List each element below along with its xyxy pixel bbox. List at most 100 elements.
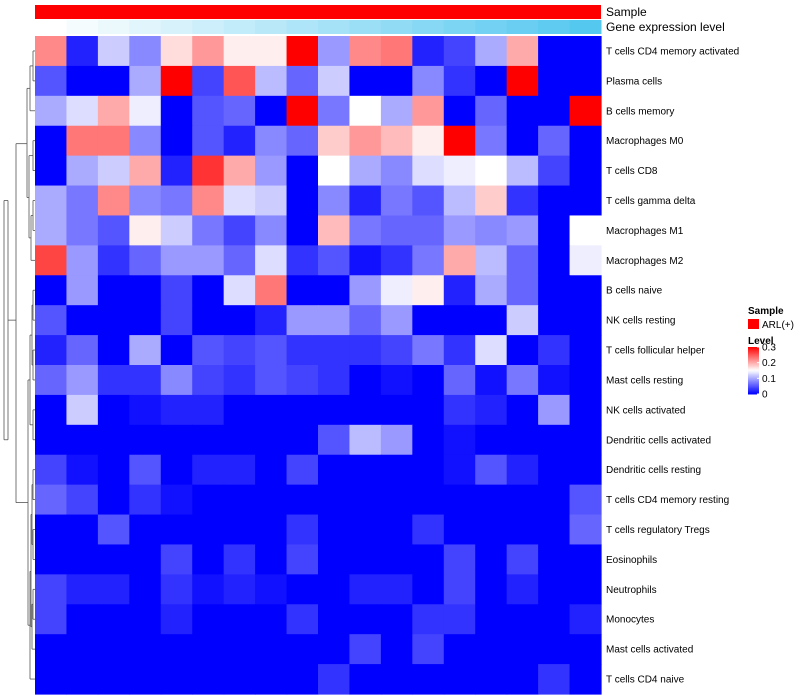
- heatmap-cell: [380, 574, 413, 605]
- heatmap-cell: [538, 604, 571, 635]
- row-label: Mast cells resting: [606, 375, 683, 386]
- gene-expression-annotation-bar: [35, 20, 602, 34]
- heatmap-cell: [97, 484, 130, 516]
- legend: Sample ARL(+) Level 0.3 0.2 0.1 0: [748, 306, 794, 401]
- heatmap-cell: [66, 245, 99, 276]
- heatmap-cell: [569, 454, 602, 486]
- heatmap-cell: [66, 185, 99, 217]
- heatmap-cell: [412, 36, 445, 67]
- heatmap-cell: [349, 574, 382, 605]
- heatmap-cell: [66, 514, 99, 546]
- legend-gradient-step: [748, 351, 759, 354]
- heatmap-cell: [318, 125, 351, 157]
- heatmap-cell: [506, 125, 539, 157]
- heatmap-cell: [412, 65, 445, 97]
- legend-gradient-step: [748, 371, 759, 374]
- legend-gradient-step: [748, 362, 759, 364]
- heatmap-cell: [97, 305, 130, 336]
- heatmap-cell: [318, 245, 351, 276]
- heatmap-cell: [538, 634, 571, 665]
- heatmap-cell: [380, 95, 413, 127]
- heatmap-cell: [129, 424, 162, 456]
- heatmap-cell: [443, 305, 476, 336]
- heatmap-cell: [286, 484, 319, 516]
- heatmap-cell: [569, 604, 602, 635]
- legend-sample-title: Sample: [748, 306, 784, 317]
- heatmap-cell: [412, 275, 445, 306]
- legend-gradient-step: [748, 358, 759, 361]
- heatmap-cell: [318, 335, 351, 366]
- legend-gradient-step: [748, 382, 759, 384]
- heatmap-cell: [475, 305, 508, 336]
- gene-expression-annotation-cell: [538, 20, 571, 34]
- heatmap-cell: [35, 36, 68, 67]
- heatmap-cell: [160, 335, 193, 366]
- heatmap-cell: [223, 454, 256, 486]
- heatmap-cell: [569, 65, 602, 97]
- row-labels: T cells CD4 memory activated Plasma cells…: [606, 46, 739, 685]
- legend-gradient-step: [748, 390, 759, 393]
- heatmap-cell: [475, 574, 508, 605]
- heatmap-cell: [349, 185, 382, 217]
- heatmap-cell: [129, 394, 162, 426]
- heatmap-cell: [475, 335, 508, 366]
- heatmap-cell: [318, 664, 351, 695]
- heatmap-cell: [35, 185, 68, 217]
- legend-gradient-step: [748, 376, 759, 379]
- heatmap-cell: [318, 65, 351, 97]
- legend-level-title: Level: [748, 336, 774, 347]
- heatmap-cell: [443, 664, 476, 695]
- heatmap-cell: [255, 365, 288, 396]
- legend-gradient-step: [748, 389, 759, 391]
- heatmap-cell: [538, 484, 571, 516]
- heatmap-cell: [255, 514, 288, 546]
- heatmap-cell: [380, 424, 413, 456]
- heatmap-cell: [380, 185, 413, 217]
- heatmap-cell: [569, 484, 602, 516]
- heatmap-cell: [66, 155, 99, 187]
- heatmap-cell: [349, 634, 382, 665]
- heatmap-cell: [538, 65, 571, 97]
- heatmap-cell: [412, 215, 445, 246]
- heatmap-cell: [97, 95, 130, 127]
- heatmap-cell: [192, 664, 225, 695]
- heatmap-cell: [349, 484, 382, 516]
- heatmap-cell: [97, 424, 130, 456]
- heatmap-cell: [66, 664, 99, 695]
- heatmap-cell: [349, 155, 382, 187]
- heatmap-cell: [160, 245, 193, 276]
- heatmap-cell: [129, 664, 162, 695]
- heatmap-cell: [192, 365, 225, 396]
- gene-expression-annotation-cell: [569, 20, 602, 34]
- heatmap-cell: [66, 454, 99, 486]
- heatmap-cell: [192, 305, 225, 336]
- heatmap-cell: [35, 604, 68, 635]
- heatmap-cell: [66, 424, 99, 456]
- heatmap-cell: [349, 125, 382, 157]
- heatmap-cell: [223, 245, 256, 276]
- heatmap-cell: [35, 454, 68, 486]
- heatmap-cell: [538, 454, 571, 486]
- heatmap-cell: [506, 484, 539, 516]
- heatmap-cell: [349, 36, 382, 67]
- legend-gradient-step: [748, 365, 759, 368]
- heatmap-cell: [255, 275, 288, 306]
- heatmap-cell: [349, 215, 382, 246]
- heatmap-cell: [349, 604, 382, 635]
- heatmap-cell: [97, 275, 130, 306]
- heatmap-cell: [66, 335, 99, 366]
- heatmap-cell: [380, 544, 413, 575]
- heatmap-cell: [475, 394, 508, 426]
- heatmap-cell: [192, 634, 225, 665]
- heatmap-cell: [129, 514, 162, 546]
- gene-expression-annotation-cell: [380, 20, 413, 34]
- heatmap-cell: [318, 305, 351, 336]
- heatmap-cell: [506, 185, 539, 217]
- heatmap-cell: [506, 215, 539, 246]
- heatmap-cell: [506, 634, 539, 665]
- heatmap-cell: [443, 514, 476, 546]
- heatmap-cell: [506, 155, 539, 187]
- heatmap-cell: [475, 185, 508, 217]
- legend-gradient-step: [748, 347, 759, 349]
